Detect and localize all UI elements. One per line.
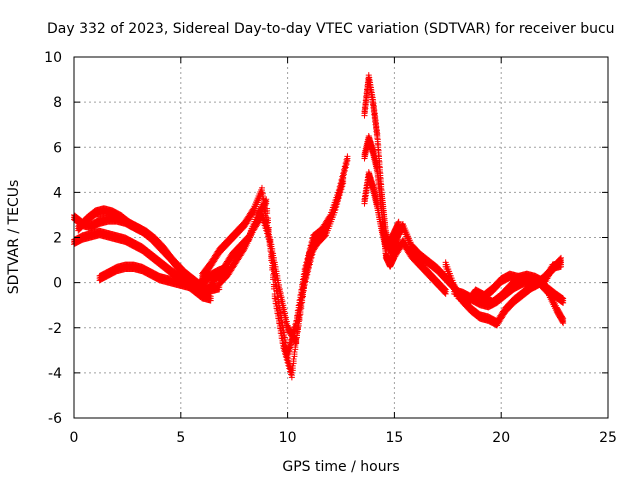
data-point [277,330,284,337]
data-point [339,183,346,190]
data-point [340,171,347,178]
data-point [343,161,350,168]
data-point [291,353,298,360]
grid [74,57,608,418]
data-point [289,367,296,374]
series-track-g [216,209,317,347]
data-point [271,295,278,302]
data-point [286,347,293,354]
data-point [288,371,295,378]
data-points [71,72,567,381]
data-point [270,276,277,283]
chart-title: Day 332 of 2023, Sidereal Day-to-day VTE… [47,21,615,37]
data-point [292,346,299,353]
series-track-d [96,261,231,293]
data-point [322,233,329,240]
data-point [335,197,342,204]
data-point [335,194,342,201]
data-point [331,209,338,216]
data-point [279,340,286,347]
data-point [241,247,248,254]
data-point [269,266,276,273]
data-point [332,206,339,213]
data-point [338,186,345,193]
data-point [258,189,265,196]
data-point [249,210,256,217]
data-point [272,300,279,307]
data-point [262,201,269,208]
data-point [337,189,344,196]
data-point [336,192,343,199]
data-point [273,305,280,312]
data-point [341,167,348,174]
data-point [344,157,351,164]
series-track-e [199,153,351,361]
data-point [287,344,294,351]
data-point [207,297,214,304]
data-point [334,200,341,207]
data-point [274,310,281,317]
data-point [340,180,347,187]
data-point [276,325,283,332]
data-point [290,360,297,367]
data-point [264,210,271,217]
data-point [270,285,277,292]
data-point [342,164,349,171]
data-point [276,320,283,327]
data-point [275,315,282,322]
data-point [278,335,285,342]
data-point [288,341,295,348]
series-track-c [75,205,210,302]
data-point [288,374,295,381]
data-point [263,200,270,207]
data-point [333,203,340,210]
